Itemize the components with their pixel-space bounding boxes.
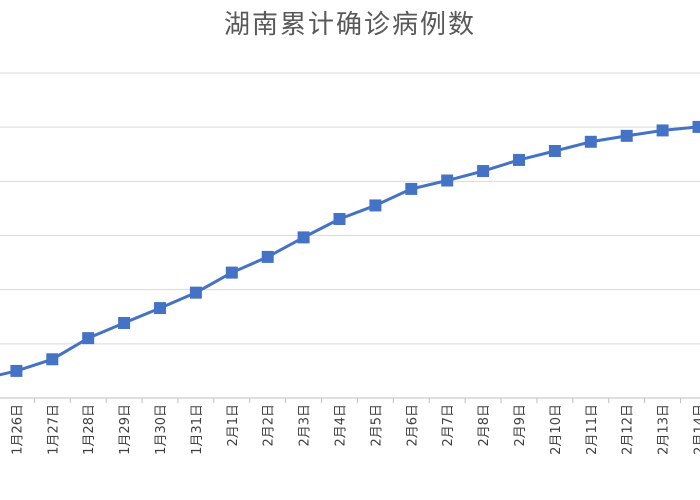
x-tick-label: 2月9日 <box>513 404 528 447</box>
data-point <box>441 174 454 187</box>
data-point <box>82 332 95 345</box>
x-tick-label: 1月27日 <box>46 404 61 455</box>
x-tick-label: 1月28日 <box>82 404 97 455</box>
x-tick-label: 1月26日 <box>10 404 25 455</box>
data-point <box>261 250 274 263</box>
x-tick-label: 2月12日 <box>621 404 636 455</box>
data-point <box>333 212 346 225</box>
data-point <box>620 129 633 142</box>
x-tick-label: 2月8日 <box>477 404 492 447</box>
data-point <box>297 231 310 244</box>
data-point <box>513 153 525 166</box>
x-tick-label: 2月4日 <box>334 404 349 447</box>
data-point <box>225 266 238 279</box>
data-point <box>46 353 59 366</box>
chart-title: 湖南累计确诊病例数 <box>223 10 476 40</box>
data-point <box>189 286 202 299</box>
data-point <box>10 364 23 377</box>
data-point <box>154 302 166 315</box>
x-tick-label: 2月1日 <box>226 404 241 447</box>
data-point <box>584 135 597 148</box>
x-tick-label: 1月30日 <box>154 404 169 455</box>
data-point <box>477 165 490 178</box>
x-tick-label: 2月7日 <box>441 404 456 447</box>
x-tick-label: 2月2日 <box>262 404 277 447</box>
x-tick-label: 2月6日 <box>405 404 420 447</box>
data-point <box>548 145 561 157</box>
data-point <box>118 316 131 329</box>
x-tick-label: 1月31日 <box>190 404 205 455</box>
x-tick-label: 2月5日 <box>369 404 384 447</box>
data-point <box>692 120 700 133</box>
data-point <box>405 182 418 195</box>
x-tick-label: 2月3日 <box>298 404 313 447</box>
x-tick-label: 2月13日 <box>657 404 672 455</box>
data-point <box>656 124 669 137</box>
data-point <box>369 199 382 212</box>
x-tick-label: 2月10日 <box>549 404 564 455</box>
x-tick-label: 2月14日 <box>693 404 700 455</box>
x-tick-label: 1月29日 <box>118 404 133 455</box>
x-tick-label: 2月11日 <box>585 404 600 455</box>
series-line <box>0 125 699 377</box>
